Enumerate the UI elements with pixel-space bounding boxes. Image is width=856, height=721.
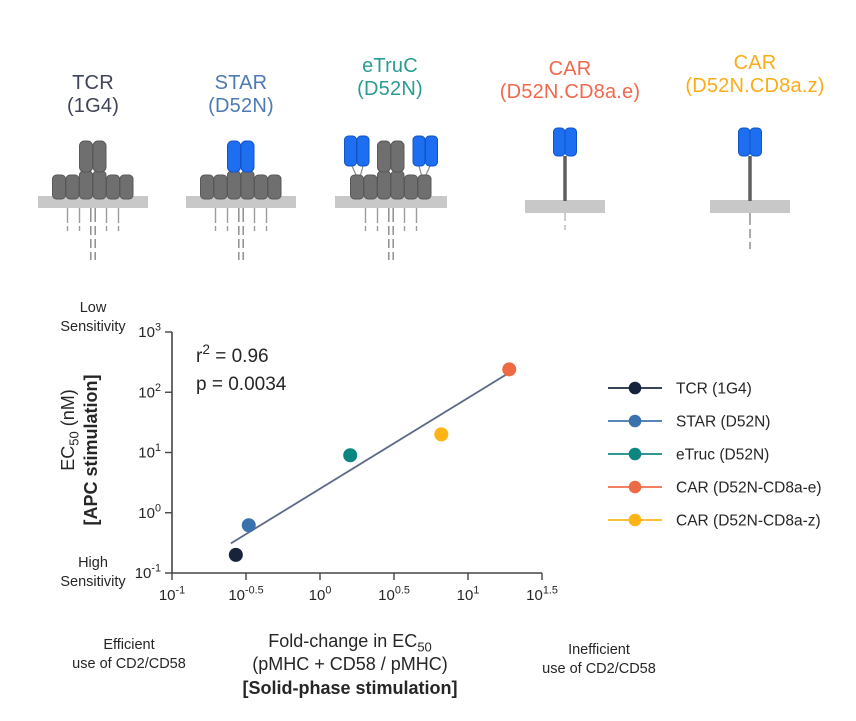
data-point [241,518,256,533]
receptor-subtitle: (D52N) [208,95,274,117]
high-sensitivity-label: Sensitivity [60,574,126,590]
legend-label: CAR (D52N-CD8a-e) [676,480,822,497]
data-point [502,362,517,377]
receptor-label-star: STAR (D52N) [156,72,326,118]
data-point [343,448,358,463]
x-tick-label: 100 [309,585,332,604]
x-tick-label: 101.5 [526,585,558,604]
etruc-receptor-diagram [335,135,447,278]
x-tick-label: 10-1 [159,585,185,604]
efficient-label: use of CD2/CD58 [72,656,186,672]
inefficient-label: Inefficient [568,642,630,658]
receptor-name: eTruC [362,55,418,77]
y-axis-label: EC50 (nM) [58,389,81,470]
y-tick-label: 100 [138,502,161,521]
legend-marker [628,513,642,527]
legend-item: CAR (D52N-CD8a-z) [608,513,821,530]
membrane-bar [710,200,790,213]
binder-domain [356,135,370,167]
data-point [434,427,449,442]
legend-item: STAR (D52N) [608,414,770,431]
legend-item: eTruc (D52N) [608,447,769,464]
x-axis-label: (pMHC + CD58 / pMHC) [252,654,448,674]
x-tick-label: 101 [457,585,480,604]
data-point [228,547,243,562]
receptor-subtitle: (D52N) [357,78,423,100]
low-sensitivity-label: Sensitivity [60,319,126,335]
x-axis-label: [Solid-phase stimulation] [242,678,457,698]
trend-line [230,370,513,545]
legend-marker [628,447,642,461]
receptor-domains [200,140,282,200]
x-tick-label: 100.5 [378,585,410,604]
stats-annotation: r2 = 0.96 [196,342,269,367]
efficient-label: Efficient [103,637,154,653]
membrane-bar [38,196,148,208]
axes [171,332,542,574]
legend-marker [628,480,642,494]
car-z-receptor-diagram [710,127,790,257]
inefficient-label: use of CD2/CD58 [542,661,656,677]
itam-tails [364,208,418,278]
x-axis-label: Fold-change in EC50 [268,631,432,654]
binder-domain [749,127,762,157]
high-sensitivity-label: High [78,555,108,571]
binder-domain [240,140,255,173]
y-tick-label: 10-1 [135,563,161,582]
stats-annotation: p = 0.0034 [196,374,287,395]
legend-label: eTruc (D52N) [676,447,769,464]
y-tick-label: 103 [138,322,161,341]
legend-label: TCR (1G4) [676,381,752,398]
receptor-name: STAR [214,72,268,94]
binder-domain [425,135,438,167]
receptor-label-tcr: TCR (1G4) [8,72,178,118]
x-tick-label: 10-0.5 [228,585,263,604]
legend-label: CAR (D52N-CD8a-z) [676,513,821,530]
legend-item: TCR (1G4) [608,381,752,398]
receptor-domains [344,135,438,200]
low-sensitivity-label: Low [80,300,107,316]
legend-label: STAR (D52N) [676,414,770,431]
receptor-label-car-z: CAR (D52N.CD8a.z) [670,52,840,98]
receptor-subtitle: (D52N.CD8a.e) [499,81,641,103]
membrane-bar [335,196,447,208]
receptor-label-car-e: CAR (D52N.CD8a.e) [485,58,655,104]
car-e-receptor-diagram [525,127,605,239]
itam-tails [66,208,120,278]
itam-tails [214,208,268,278]
y-tick-label: 101 [138,442,161,461]
receptor-name: CAR [733,52,777,74]
membrane-bar [186,196,296,208]
y-tick-label: 102 [138,382,161,401]
receptor-name: TCR [72,72,114,94]
receptor-subtitle: (1G4) [66,95,120,117]
legend-item: CAR (D52N-CD8a-e) [608,480,822,497]
binder-domain [564,127,577,157]
receptor-subtitle: (D52N.CD8a.z) [685,75,825,97]
star-receptor-diagram [186,140,296,278]
legend-marker [628,414,642,428]
receptor-label-etruc: eTruC (D52N) [305,55,475,101]
tcr-receptor-diagram [38,140,148,278]
receptor-domains [52,140,134,200]
legend-marker [628,381,642,395]
y-axis-label: [APC stimulation] [81,375,101,526]
membrane-bar [525,200,605,213]
receptor-name: CAR [548,58,592,80]
